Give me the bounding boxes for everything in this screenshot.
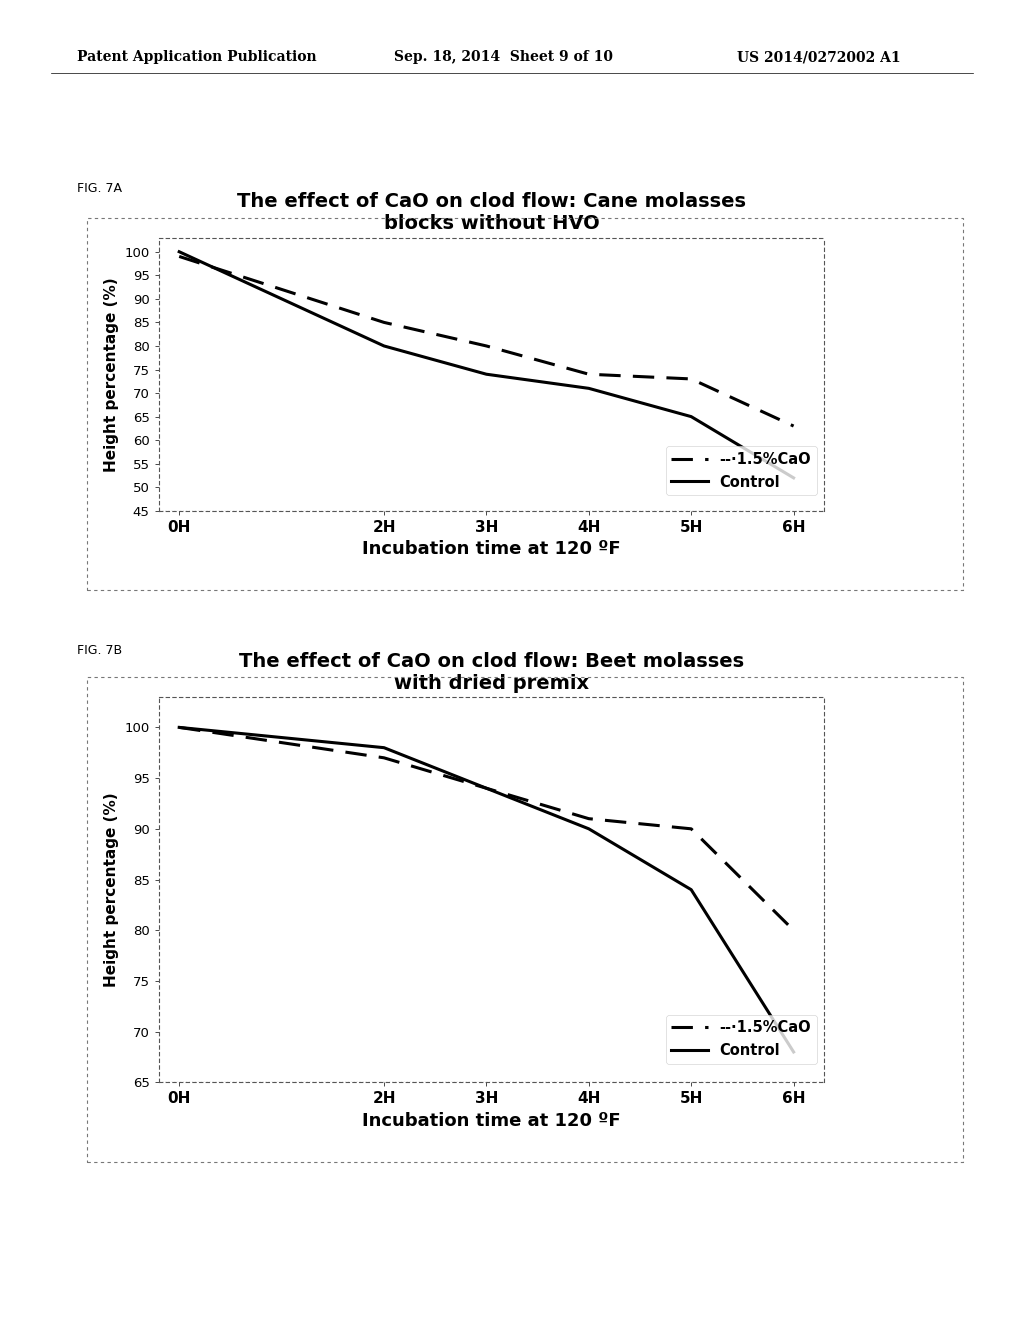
Text: US 2014/0272002 A1: US 2014/0272002 A1 — [737, 50, 901, 65]
Text: Patent Application Publication: Patent Application Publication — [77, 50, 316, 65]
Legend: --·1.5%CaO, Control: --·1.5%CaO, Control — [666, 446, 817, 495]
Title: The effect of CaO on clod flow: Beet molasses
with dried premix: The effect of CaO on clod flow: Beet mol… — [239, 652, 744, 693]
Legend: --·1.5%CaO, Control: --·1.5%CaO, Control — [666, 1015, 817, 1064]
Text: Sep. 18, 2014  Sheet 9 of 10: Sep. 18, 2014 Sheet 9 of 10 — [394, 50, 613, 65]
X-axis label: Incubation time at 120 ºF: Incubation time at 120 ºF — [362, 540, 621, 558]
X-axis label: Incubation time at 120 ºF: Incubation time at 120 ºF — [362, 1111, 621, 1130]
Text: FIG. 7A: FIG. 7A — [77, 182, 122, 195]
Y-axis label: Height percentage (%): Height percentage (%) — [103, 277, 119, 471]
Title: The effect of CaO on clod flow: Cane molasses
blocks without HVO: The effect of CaO on clod flow: Cane mol… — [237, 193, 746, 234]
Text: FIG. 7B: FIG. 7B — [77, 644, 122, 657]
Y-axis label: Height percentage (%): Height percentage (%) — [103, 792, 119, 987]
